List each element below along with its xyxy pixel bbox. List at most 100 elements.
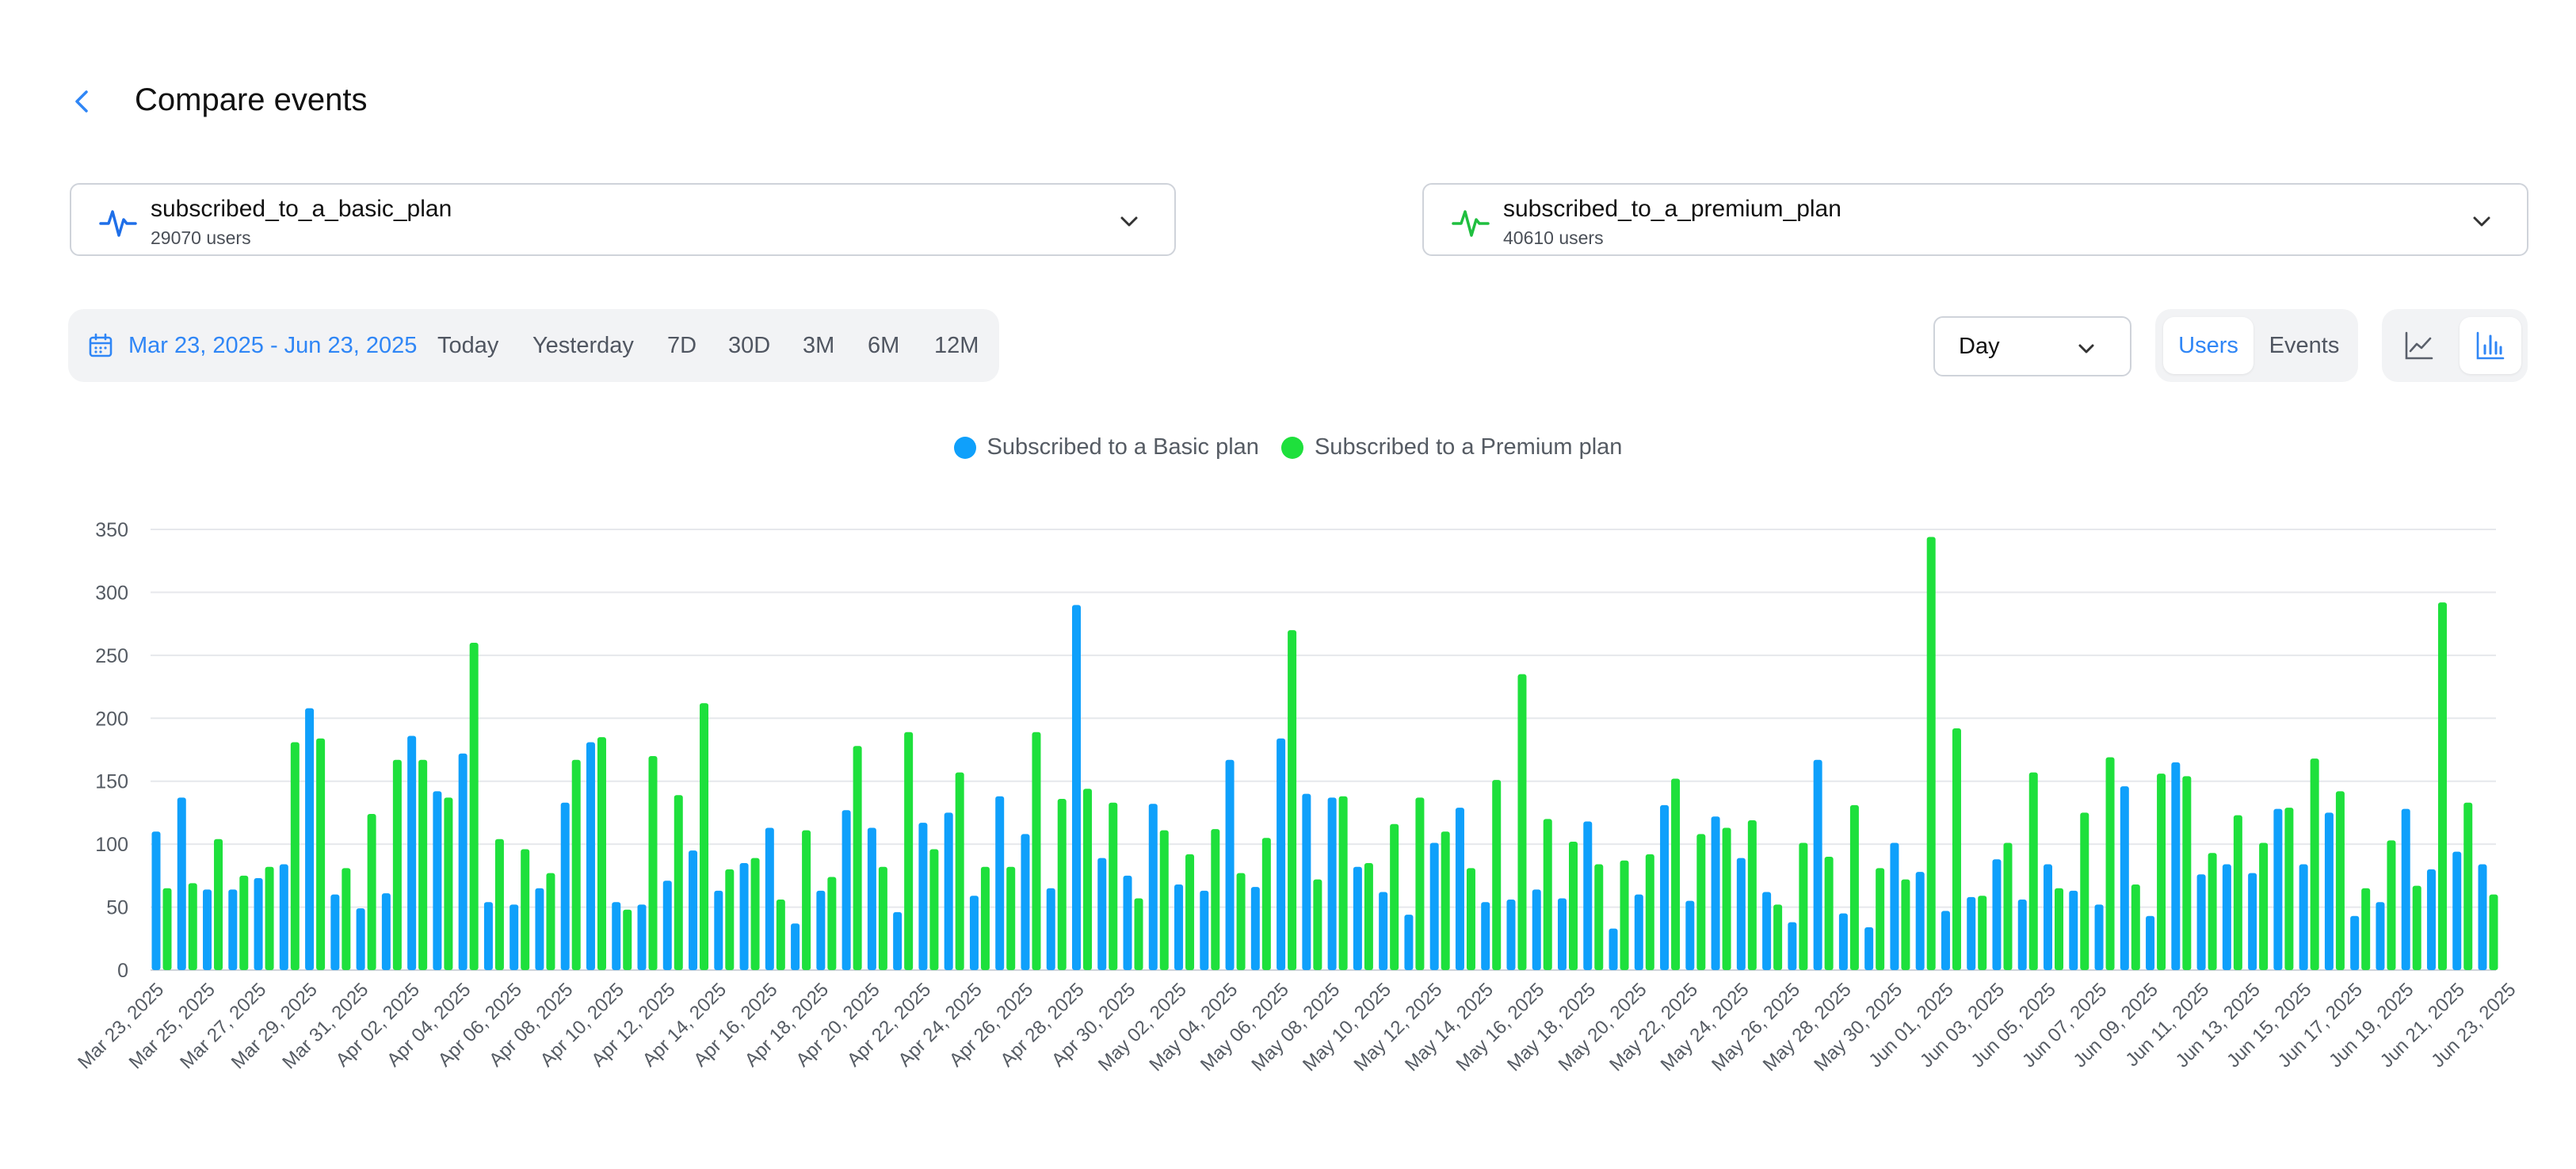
bar-basic[interactable] [1353, 866, 1362, 970]
bar-premium[interactable] [1441, 831, 1450, 970]
bar-premium[interactable] [1901, 879, 1910, 970]
bar-premium[interactable] [597, 737, 606, 970]
bar-basic[interactable] [1200, 890, 1209, 970]
bar-basic[interactable] [535, 888, 544, 970]
bar-basic[interactable] [2044, 864, 2053, 970]
line-chart-button[interactable] [2388, 317, 2450, 374]
events-tab[interactable]: Events [2269, 333, 2340, 358]
bar-premium[interactable] [802, 830, 811, 970]
bar-basic[interactable] [1506, 900, 1516, 970]
bar-premium[interactable] [904, 732, 914, 970]
bar-premium[interactable] [1876, 868, 1885, 970]
bar-basic[interactable] [2094, 904, 2104, 970]
bar-premium[interactable] [1620, 860, 1629, 970]
bar-premium[interactable] [1773, 904, 1783, 970]
bar-basic[interactable] [1097, 858, 1107, 970]
bar-premium[interactable] [776, 900, 785, 970]
bar-basic[interactable] [689, 850, 698, 970]
bar-premium[interactable] [2361, 888, 2371, 970]
bar-basic[interactable] [1864, 926, 1874, 970]
bar-premium[interactable] [418, 759, 428, 970]
bar-basic[interactable] [2350, 915, 2360, 970]
bar-basic[interactable] [1046, 888, 1055, 970]
bar-premium[interactable] [1134, 898, 1143, 970]
bar-premium[interactable] [1645, 854, 1654, 970]
bar-premium[interactable] [2028, 772, 2038, 970]
bar-premium[interactable] [827, 877, 837, 970]
bar-basic[interactable] [330, 894, 340, 970]
bar-basic[interactable] [2426, 869, 2436, 970]
event-b-select[interactable]: subscribed_to_a_premium_plan 40610 users [1422, 183, 2528, 256]
bar-premium[interactable] [929, 849, 939, 970]
bar-premium[interactable] [1364, 862, 1373, 970]
bar-basic[interactable] [586, 742, 595, 970]
bar-premium[interactable] [1799, 842, 1808, 970]
bar-premium[interactable] [2233, 815, 2242, 970]
bar-premium[interactable] [571, 759, 581, 970]
bar-premium[interactable] [1952, 728, 1961, 970]
bar-basic[interactable] [1481, 902, 1490, 970]
bar-basic[interactable] [356, 908, 365, 970]
bar-basic[interactable] [483, 902, 493, 970]
bar-basic[interactable] [1225, 759, 1235, 970]
legend-item-premium[interactable]: Subscribed to a Premium plan [1280, 434, 1622, 460]
bar-premium[interactable] [700, 703, 709, 970]
bar-premium[interactable] [188, 883, 197, 970]
bar-basic[interactable] [1021, 834, 1030, 970]
bar-basic[interactable] [254, 878, 263, 970]
bar-basic[interactable] [2273, 808, 2283, 970]
bar-premium[interactable] [290, 742, 300, 970]
bar-basic[interactable] [1915, 872, 1925, 970]
users-tab[interactable]: Users [2163, 317, 2254, 374]
bar-basic[interactable] [714, 890, 723, 970]
bar-premium[interactable] [162, 888, 172, 970]
bar-basic[interactable] [151, 831, 161, 970]
bar-premium[interactable] [648, 755, 658, 970]
preset-yesterday[interactable]: Yesterday [532, 333, 634, 358]
preset-30d[interactable]: 30D [728, 333, 771, 358]
bar-basic[interactable] [1838, 913, 1848, 970]
bar-basic[interactable] [1762, 892, 1772, 970]
bar-premium[interactable] [2310, 758, 2319, 970]
bar-premium[interactable] [2412, 885, 2421, 970]
bar-premium[interactable] [265, 866, 274, 970]
bar-premium[interactable] [1517, 674, 1527, 970]
bar-basic[interactable] [1148, 804, 1158, 970]
bar-basic[interactable] [2069, 890, 2078, 970]
bar-basic[interactable] [2401, 808, 2410, 970]
bar-premium[interactable] [623, 909, 632, 970]
bar-basic[interactable] [1558, 898, 1567, 970]
bar-premium[interactable] [2003, 842, 2013, 970]
bar-basic[interactable] [305, 708, 315, 970]
bar-basic[interactable] [1250, 887, 1260, 970]
bar-basic[interactable] [509, 904, 519, 970]
bar-basic[interactable] [560, 802, 570, 970]
bar-premium[interactable] [1594, 864, 1604, 970]
bar-premium[interactable] [2131, 884, 2140, 970]
bar-premium[interactable] [1211, 829, 1220, 970]
bar-basic[interactable] [765, 827, 774, 970]
bar-premium[interactable] [342, 868, 351, 970]
bar-basic[interactable] [995, 796, 1005, 970]
bar-basic[interactable] [1532, 889, 1541, 970]
bar-premium[interactable] [1082, 789, 1092, 970]
bar-premium[interactable] [1747, 819, 1757, 970]
bar-premium[interactable] [1338, 796, 1348, 970]
bar-basic[interactable] [918, 823, 928, 970]
legend-item-basic[interactable]: Subscribed to a Basic plan [953, 434, 1259, 460]
bar-premium[interactable] [1159, 830, 1169, 970]
bar-premium[interactable] [853, 746, 862, 970]
bar-basic[interactable] [637, 904, 647, 970]
bar-premium[interactable] [750, 858, 760, 970]
bar-basic[interactable] [1123, 875, 1132, 970]
bar-premium[interactable] [392, 759, 402, 970]
granularity-select[interactable]: Day [1933, 316, 2131, 376]
bar-premium[interactable] [546, 873, 555, 970]
bar-basic[interactable] [1379, 892, 1388, 970]
bar-premium[interactable] [1032, 732, 1041, 970]
bar-premium[interactable] [2182, 776, 2192, 970]
bar-basic[interactable] [1429, 842, 1439, 970]
bar-basic[interactable] [2478, 864, 2487, 970]
bar-basic[interactable] [1302, 793, 1311, 970]
bar-premium[interactable] [214, 839, 223, 970]
